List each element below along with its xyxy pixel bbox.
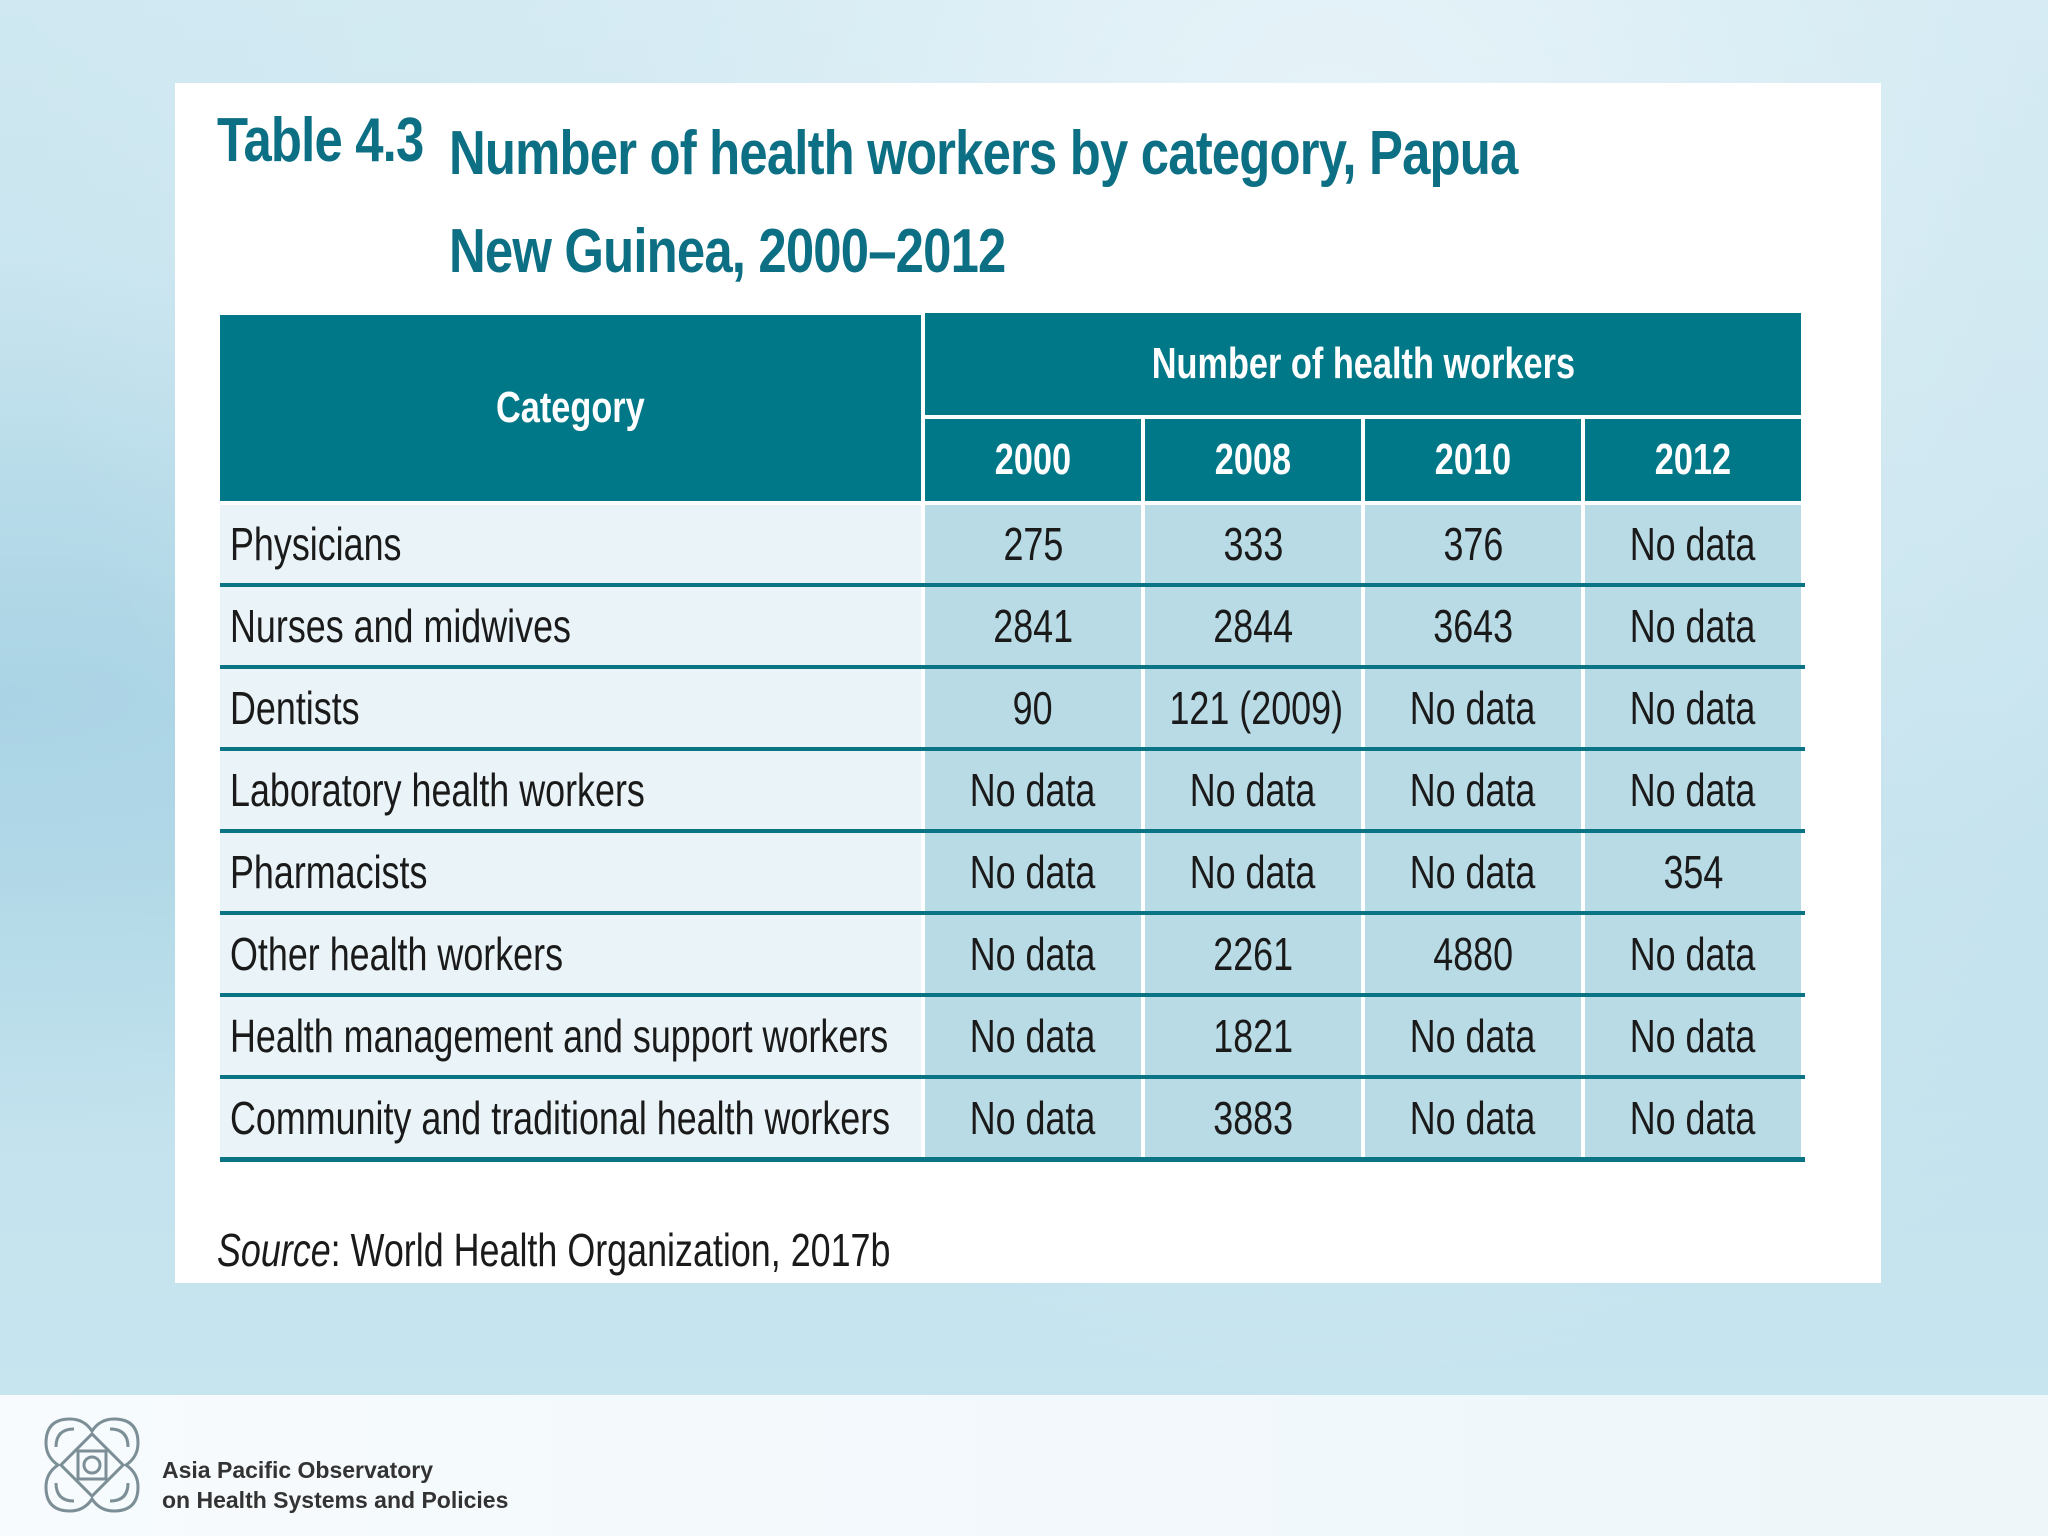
- table-row: Other health workers No data 2261 4880 No da…: [220, 913, 1806, 997]
- value-cell-2010: No data: [1361, 667, 1585, 751]
- value-cell-2008: 1821: [1141, 995, 1365, 1079]
- table-number: Table 4.3: [217, 106, 424, 175]
- value-cell-2000: No data: [921, 913, 1145, 997]
- value-cell-2000: 2841: [921, 585, 1145, 669]
- year-header-2010: 2010: [1361, 415, 1585, 505]
- value-cell-2000: No data: [921, 831, 1145, 915]
- source-text: : World Health Organization, 2017b: [330, 1224, 891, 1276]
- row-category: Health management and support workers: [220, 995, 925, 1079]
- source-label: Source: [217, 1224, 331, 1276]
- value-cell-2010: 376: [1361, 503, 1585, 587]
- value-cell-2012: No data: [1580, 749, 1806, 833]
- organization-name: Asia Pacific Observatory on Health Syste…: [162, 1455, 508, 1515]
- value-cell-2012: No data: [1580, 503, 1806, 587]
- health-workers-table: Category Number of health workers 2000 2…: [220, 311, 1806, 1162]
- value-cell-2010: No data: [1361, 749, 1585, 833]
- value-cell-2000: 275: [921, 503, 1145, 587]
- value-cell-2000: No data: [921, 995, 1145, 1079]
- table-body: Physicians 275 333 376 No data Nurses and mid…: [220, 503, 1806, 1162]
- org-name-line2: on Health Systems and Policies: [162, 1487, 509, 1513]
- value-cell-2010: No data: [1361, 831, 1585, 915]
- row-category: Nurses and midwives: [220, 585, 925, 669]
- value-cell-2010: No data: [1361, 995, 1585, 1079]
- value-cell-2008: 2844: [1141, 585, 1365, 669]
- table-row: Community and traditional health workers…: [220, 1077, 1806, 1162]
- value-cell-2010: No data: [1361, 1077, 1585, 1162]
- value-cell-2012: 354: [1580, 831, 1806, 915]
- value-cell-2008: 333: [1141, 503, 1365, 587]
- slide-card: Table 4.3 Number of health workers by ca…: [175, 83, 1881, 1283]
- group-header: Number of health workers: [920, 313, 1806, 419]
- year-header-2008: 2008: [1141, 415, 1365, 505]
- table-row: Physicians 275 333 376 No data: [220, 503, 1806, 587]
- table-row: Pharmacists No data No data No data 354: [220, 831, 1806, 915]
- row-category: Pharmacists: [220, 831, 925, 915]
- year-header-2012: 2012: [1580, 415, 1806, 505]
- source-note: Source: World Health Organization, 2017b: [217, 1223, 890, 1277]
- row-category: Community and traditional health workers: [220, 1077, 925, 1162]
- row-category: Dentists: [220, 667, 925, 751]
- value-cell-2008: 2261: [1141, 913, 1365, 997]
- value-cell-2000: No data: [921, 749, 1145, 833]
- category-header: Category: [220, 311, 925, 505]
- value-cell-2000: 90: [921, 667, 1145, 751]
- value-cell-2012: No data: [1580, 1077, 1806, 1162]
- row-category: Laboratory health workers: [220, 749, 925, 833]
- value-cell-2010: 3643: [1361, 585, 1585, 669]
- value-cell-2000: No data: [921, 1077, 1145, 1162]
- value-cell-2008: No data: [1141, 831, 1365, 915]
- value-cell-2010: 4880: [1361, 913, 1585, 997]
- table-caption: Number of health workers by category, Pa…: [449, 119, 1518, 286]
- value-cell-2012: No data: [1580, 585, 1806, 669]
- table-row: Dentists 90 121 (2009) No data No data: [220, 667, 1806, 751]
- value-cell-2012: No data: [1580, 667, 1806, 751]
- table-row: Nurses and midwives 2841 2844 3643 No data: [220, 585, 1806, 669]
- value-cell-2008: 121 (2009): [1141, 667, 1365, 751]
- table-row: Laboratory health workers No data No data N…: [220, 749, 1806, 833]
- footer: Asia Pacific Observatory on Health Syste…: [0, 1395, 2048, 1536]
- row-category: Other health workers: [220, 913, 925, 997]
- value-cell-2008: 3883: [1141, 1077, 1365, 1162]
- value-cell-2012: No data: [1580, 913, 1806, 997]
- year-header-2000: 2000: [921, 415, 1145, 505]
- row-category: Physicians: [220, 503, 925, 587]
- org-name-line1: Asia Pacific Observatory: [162, 1457, 434, 1483]
- observatory-knot-logo-icon: [44, 1417, 140, 1513]
- value-cell-2008: No data: [1141, 749, 1365, 833]
- value-cell-2012: No data: [1580, 995, 1806, 1079]
- table-row: Health management and support workers No …: [220, 995, 1806, 1079]
